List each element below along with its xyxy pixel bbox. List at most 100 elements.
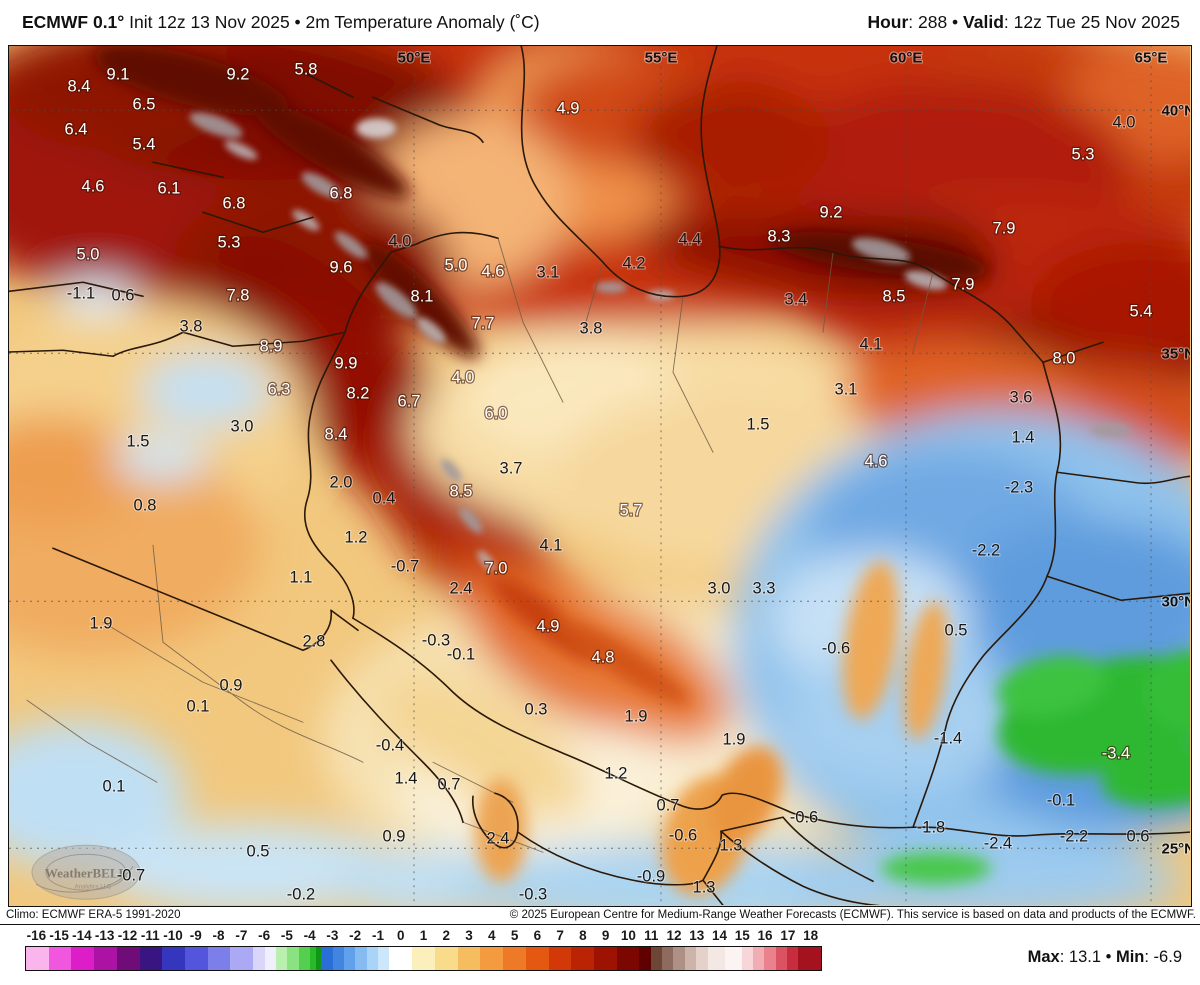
anomaly-value: 5.4 [1130,302,1153,320]
colorbar-cell [434,947,458,970]
colorbar-tick: 13 [689,928,705,943]
anomaly-value: 6.8 [330,184,353,202]
anomaly-value: 0.6 [1127,827,1150,845]
anomaly-value: 3.1 [835,380,858,398]
map-title: ECMWF 0.1° Init 12z 13 Nov 2025 • 2m Tem… [22,12,540,33]
anomaly-value: 0.9 [383,827,406,845]
colorbar-cell [503,947,526,970]
colorbar-cell [366,947,379,970]
colorbar-tick: -2 [349,928,362,943]
anomaly-value: 2.4 [487,829,510,847]
anomaly-value: -0.4 [376,736,404,754]
anomaly-value: 6.3 [268,380,291,398]
anomaly-value: 6.0 [485,404,508,422]
anomaly-value: 1.9 [625,707,648,725]
anomaly-value: 1.3 [693,878,716,896]
anomaly-value: 3.4 [785,290,808,308]
coordinate-labels: 50°E 55°E 60°E 65°E 40°N 35°N 30°N 25°N [397,48,1190,858]
lat-label: 40°N [1161,102,1190,119]
country-borders [9,46,1190,905]
colorbar-tick: 6 [533,928,542,943]
colorbar-tick: 14 [712,928,728,943]
colorbar-tick: -13 [94,928,115,943]
anomaly-value: 0.6 [112,286,135,304]
anomaly-value: -0.3 [422,631,450,649]
anomaly-value: 3.7 [500,459,523,477]
anomaly-value: 5.8 [295,60,318,78]
anomaly-value: 6.5 [133,95,156,113]
colorbar-tick: -4 [303,928,316,943]
colorbar-tick: 3 [465,928,473,943]
climo-note: Climo: ECMWF ERA-5 1991-2020 [6,909,181,921]
colorbar-tick: -7 [235,928,248,943]
min-label: Min [1115,948,1145,966]
anomaly-value: -2.4 [984,834,1012,852]
anomaly-value: 8.5 [883,287,906,305]
anomaly-value: 8.3 [768,227,791,245]
anomaly-value: 5.4 [133,135,156,153]
anomaly-value: -0.1 [447,645,475,663]
anomaly-value: 4.0 [389,232,412,250]
anomaly-value: 9.2 [820,203,843,221]
colorbar-cell [185,947,208,970]
anomaly-value: 3.1 [537,263,560,281]
anomaly-value: 5.0 [77,245,100,263]
anomaly-value: 8.9 [260,337,283,355]
lon-label: 55°E [645,49,678,66]
anomaly-value: 0.4 [373,489,396,507]
anomaly-value: 4.6 [865,452,888,470]
colorbar-cell [787,947,799,970]
watermark-subtext: Analytics LLC [75,884,112,890]
colorbar-cell [412,947,435,970]
colorbar-tick: -10 [163,928,183,943]
colorbar-cell [344,947,356,970]
anomaly-value: 4.9 [557,99,580,117]
copyright-note: © 2025 European Centre for Medium-Range … [509,909,1196,921]
anomaly-labels: 8.4 9.1 9.2 5.8 6.5 6.4 5.4 4.6 6.1 6.8 6.8 5.3 5.0 9… [63,59,1153,904]
colorbar-cell [525,947,549,970]
anomaly-value: 0.9 [220,676,243,694]
anomaly-value: 0.3 [525,700,548,718]
max-value: : 13.1 • [1059,948,1116,966]
watermark-text: WeatherBELL [45,865,128,880]
max-label: Max [1027,948,1060,966]
colorbar-cell [116,947,140,970]
anomaly-value: -0.1 [1047,791,1075,809]
anomaly-value: 8.4 [68,77,91,95]
anomaly-value: 7.9 [993,219,1016,237]
anomaly-value: 2.0 [330,473,353,491]
colorbar-cell [696,947,708,970]
anomaly-value: 1.5 [747,415,770,433]
colorbar-cell [162,947,186,970]
anomaly-value: 4.2 [623,254,646,272]
anomaly-value: -0.6 [822,639,850,657]
colorbar-tick: 1 [419,928,428,943]
anomaly-value: 6.8 [223,194,246,212]
lat-label: 35°N [1161,345,1190,362]
colorbar-cell [139,947,163,970]
colorbar-cell [321,947,333,970]
anomaly-value: -0.7 [117,866,145,884]
anomaly-value: 3.3 [753,579,776,597]
colorbar-tick: -9 [189,928,202,943]
colorbar-cell [548,947,572,970]
anomaly-value: -0.6 [790,808,818,826]
colorbar-cell [26,947,49,970]
anomaly-value: -0.6 [669,826,697,844]
colorbar-tick: 17 [780,928,796,943]
colorbar-tick: -16 [26,928,47,943]
colorbar-cell [764,947,776,970]
anomaly-value: 9.6 [330,258,353,276]
anomaly-value: -1.8 [917,818,945,836]
anomaly-value: 4.4 [679,230,702,248]
colorbar-tick: 11 [644,928,659,943]
anomaly-value: 5.3 [1072,145,1095,163]
colorbar-cell [378,947,390,970]
colorbar-tick: 7 [556,928,564,943]
colorbar-cell [571,947,594,970]
colorbar [25,946,822,971]
colorbar-tick: -11 [140,928,160,943]
colorbar-cell [662,947,674,970]
valid-value: : 12z Tue 25 Nov 2025 [1003,12,1180,32]
colorbar-cell [389,947,413,970]
